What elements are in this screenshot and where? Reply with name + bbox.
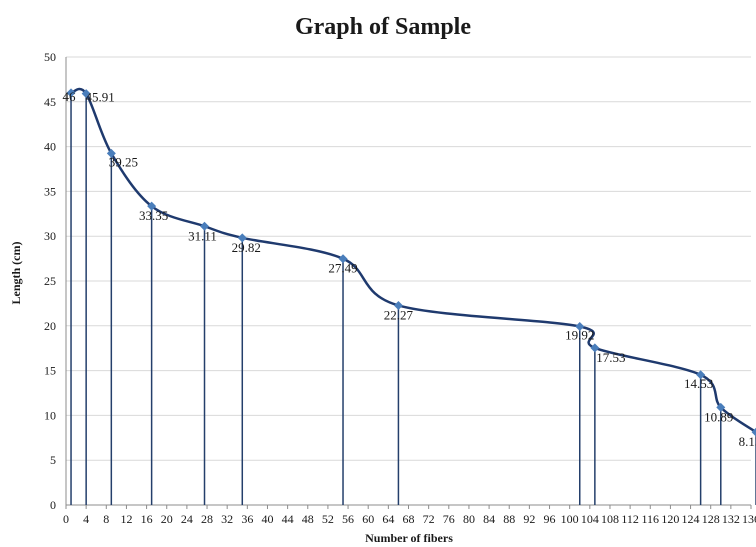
y-tick-label: 10: [44, 408, 56, 422]
data-label: 45.91: [86, 90, 115, 105]
x-tick-label: 92: [523, 512, 535, 526]
x-tick-label: 24: [181, 512, 193, 526]
data-point: [237, 233, 247, 243]
y-axis-label: Length (cm): [9, 242, 23, 305]
x-tick-label: 8: [103, 512, 109, 526]
x-tick-label: 136: [742, 512, 756, 526]
x-tick-label: 44: [282, 512, 294, 526]
chart-title: Graph of Sample: [295, 14, 471, 40]
x-tick-label: 84: [483, 512, 495, 526]
x-tick-label: 128: [702, 512, 720, 526]
data-point: [66, 88, 76, 98]
y-tick-labels: 0 5 10 15 20 25 30 35 40 45 50: [44, 50, 56, 512]
data-point: [716, 402, 726, 412]
x-tick-label: 116: [641, 512, 659, 526]
x-tick-label: 4: [83, 512, 89, 526]
y-tick-label: 0: [50, 498, 56, 512]
x-tick-label: 0: [63, 512, 69, 526]
y-tick-label: 5: [50, 453, 56, 467]
data-point: [106, 148, 116, 158]
x-tick-label: 96: [544, 512, 556, 526]
x-tick-label: 40: [261, 512, 273, 526]
axes: [65, 57, 752, 509]
drop-lines: [70, 92, 756, 505]
x-tick-label: 112: [621, 512, 639, 526]
x-tick-label: 36: [241, 512, 253, 526]
data-label: 22.27: [384, 307, 414, 322]
data-label: 39.25: [109, 154, 138, 169]
x-tick-label: 28: [201, 512, 213, 526]
data-label: 29.82: [232, 240, 261, 255]
data-label: 27.49: [328, 261, 357, 276]
x-tick-label: 80: [463, 512, 475, 526]
x-tick-label: 72: [423, 512, 435, 526]
x-tick-label: 132: [722, 512, 740, 526]
x-tick-labels: 0 4 8 12 16 20 24 28 32 36 40 44 48 52 56 60 64 68 72 76 80 8…: [63, 512, 756, 526]
y-tick-label: 30: [44, 229, 56, 243]
grid-lines: [66, 56, 751, 461]
y-tick-label: 50: [44, 50, 56, 64]
data-point: [393, 300, 403, 310]
data-point: [696, 370, 706, 380]
data-point: [575, 322, 585, 332]
data-label: 17.53: [596, 350, 625, 365]
x-tick-label: 120: [661, 512, 679, 526]
x-axis-label: Number of fibers: [365, 531, 453, 545]
y-tick-label: 15: [44, 364, 56, 378]
x-tick-label: 16: [141, 512, 153, 526]
x-tick-label: 88: [503, 512, 515, 526]
series-curve-group: [70, 87, 756, 434]
data-labels: 46 45.91 39.25 33.35 31.11 29.82 27.49 22.27 19.…: [63, 89, 756, 449]
x-tick-label: 100: [561, 512, 579, 526]
data-point: [751, 427, 756, 437]
x-tick-label: 56: [342, 512, 354, 526]
data-point: [147, 201, 157, 211]
y-tick-label: 20: [44, 319, 56, 333]
data-point: [200, 221, 210, 231]
x-tick-label: 52: [322, 512, 334, 526]
x-tick-label: 64: [382, 512, 394, 526]
x-tick-label: 124: [682, 512, 700, 526]
data-label: 46: [63, 89, 77, 104]
x-tick-label: 76: [443, 512, 455, 526]
x-tick-label: 60: [362, 512, 374, 526]
x-tick-label: 104: [581, 512, 599, 526]
y-tick-label: 40: [44, 140, 56, 154]
data-point: [590, 343, 600, 353]
x-tick-label: 12: [120, 512, 132, 526]
y-tick-label: 45: [44, 95, 56, 109]
data-label: 10.89: [704, 409, 733, 424]
data-label: 31.11: [188, 228, 217, 243]
x-tick-label: 108: [601, 512, 619, 526]
data-label: 14.53: [684, 376, 713, 391]
data-point: [338, 254, 348, 264]
data-point: [81, 89, 91, 99]
x-tick-label: 68: [403, 512, 415, 526]
data-label: 8.13: [739, 434, 756, 449]
data-label: 33.35: [139, 208, 168, 223]
data-label: 19.92: [565, 328, 594, 343]
x-tick-label: 48: [302, 512, 314, 526]
y-tick-label: 35: [44, 184, 56, 198]
x-tick-label: 32: [221, 512, 233, 526]
y-tick-label: 25: [44, 274, 56, 288]
data-markers: [66, 88, 756, 437]
series-curve: [70, 87, 756, 434]
x-tick-label: 20: [161, 512, 173, 526]
